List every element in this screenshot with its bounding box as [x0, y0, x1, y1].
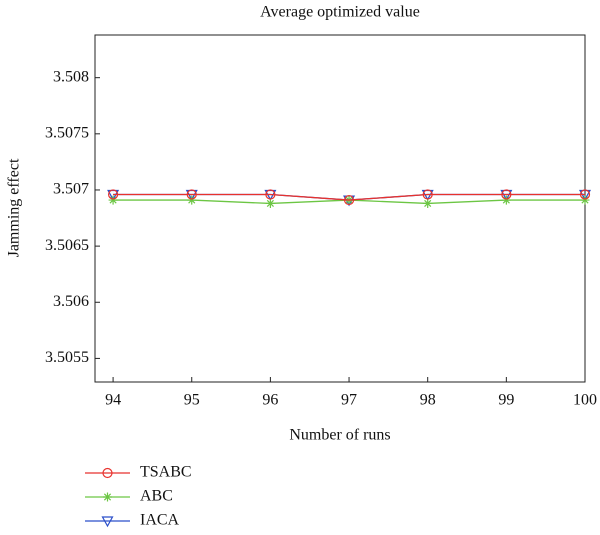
y-tick-label: 3.5075 [45, 124, 89, 141]
legend-marker [101, 516, 114, 528]
x-tick-label: 98 [420, 392, 436, 409]
x-tick-label: 94 [105, 392, 121, 409]
x-tick-label: 99 [498, 392, 514, 409]
series-line [113, 193, 585, 201]
y-tick-label: 3.506 [53, 293, 89, 310]
x-axis-label: Number of runs [289, 427, 390, 444]
marker [423, 198, 433, 208]
y-tick-label: 3.507 [53, 181, 89, 198]
marker [265, 189, 276, 200]
marker [422, 189, 433, 200]
marker [501, 195, 511, 205]
y-tick-label: 3.508 [53, 68, 89, 85]
legend-label: ABC [140, 488, 173, 505]
legend-label: TSABC [140, 464, 192, 481]
marker [580, 195, 590, 205]
x-tick-label: 100 [573, 392, 597, 409]
marker [187, 195, 197, 205]
marker [343, 194, 355, 206]
marker [108, 195, 118, 205]
marker [186, 189, 197, 200]
legend-label: IACA [140, 512, 180, 529]
y-tick-label: 3.5065 [45, 237, 89, 254]
x-tick-label: 95 [184, 392, 200, 409]
legend-marker [103, 492, 112, 502]
legend-marker [102, 467, 113, 479]
y-tick-label: 3.5055 [45, 349, 89, 366]
marker [501, 189, 512, 200]
marker [579, 189, 591, 200]
plot-frame [94, 34, 586, 383]
marker [265, 198, 275, 208]
x-tick-label: 96 [262, 392, 278, 409]
x-tick-label: 97 [341, 392, 357, 409]
y-axis-label: Jamming effect [6, 158, 23, 257]
marker [107, 189, 119, 200]
chart-title: Average optimized value [260, 4, 420, 21]
